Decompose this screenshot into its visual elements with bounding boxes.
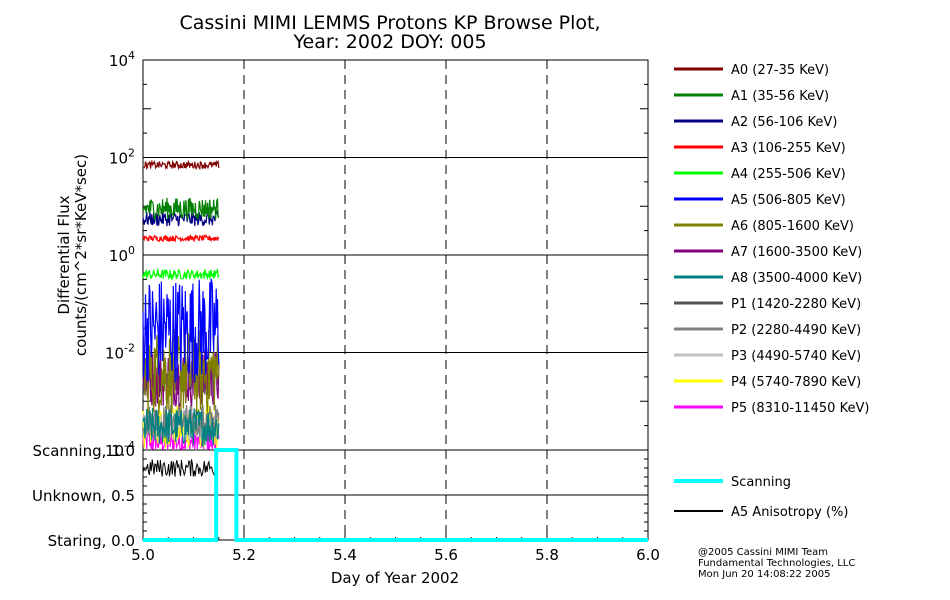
x-tick-label: 6.0 xyxy=(636,546,660,564)
flux-series-line xyxy=(142,234,220,243)
x-tick-label: 5.6 xyxy=(434,546,458,564)
legend-label: A2 (56-106 KeV) xyxy=(731,115,837,130)
x-tick-label: 5.4 xyxy=(333,546,357,564)
mode-series-group xyxy=(142,448,648,542)
mode-y-tick-label: Staring, 0.0 xyxy=(48,532,135,550)
flux-series-group xyxy=(142,159,220,450)
flux-ylabel-line-2: counts/(cm^2*sr*KeV*sec) xyxy=(72,154,90,356)
x-tick-label: 5.8 xyxy=(535,546,559,564)
y-tick-label: 100 xyxy=(109,244,135,265)
footer-company: Fundamental Technologies, LLC xyxy=(698,558,855,569)
flux-series-line xyxy=(142,159,220,171)
x-axis-label: Day of Year 2002 xyxy=(331,569,459,587)
footer-timestamp: Mon Jun 20 14:08:22 2005 xyxy=(698,569,831,580)
flux-legend: A0 (27-35 KeV) A1 (35-56 KeV) A2 (56-106 K… xyxy=(674,63,869,416)
flux-series-line xyxy=(142,278,220,383)
mode-y-tick-label: Unknown, 0.5 xyxy=(32,487,135,505)
x-tick-label: 5.2 xyxy=(232,546,256,564)
chart-title-line-1: Cassini MIMI LEMMS Protons KP Browse Plo… xyxy=(179,12,600,34)
legend-label: A5 Anisotropy (%) xyxy=(731,505,848,520)
chart-title-line-2: Year: 2002 DOY: 005 xyxy=(292,31,486,53)
flux-series-line xyxy=(142,267,220,281)
x-tick-label: 5.0 xyxy=(131,546,155,564)
mode-legend: Scanning A5 Anisotropy (%) xyxy=(674,475,848,520)
flux-panel-grid xyxy=(143,59,648,451)
legend-label: P4 (5740-7890 KeV) xyxy=(731,375,861,390)
legend-label: P2 (2280-4490 KeV) xyxy=(731,323,861,338)
flux-series-line xyxy=(142,209,219,227)
legend-label: A3 (106-255 KeV) xyxy=(731,141,846,156)
legend-label: A6 (805-1600 KeV) xyxy=(731,219,854,234)
legend-label: Scanning xyxy=(731,475,791,490)
mode-panel-y-ticks: Scanning, 1.0 Unknown, 0.5 Staring, 0.0 xyxy=(32,442,135,550)
legend-label: P5 (8310-11450 KeV) xyxy=(731,401,869,416)
legend-label: A0 (27-35 KeV) xyxy=(731,63,829,78)
scanning-line xyxy=(143,448,648,542)
flux-series-line xyxy=(142,197,220,221)
y-tick-label: 104 xyxy=(109,49,135,70)
legend-label: A4 (255-506 KeV) xyxy=(731,167,846,182)
legend-label: A8 (3500-4000 KeV) xyxy=(731,271,862,286)
legend-label: A1 (35-56 KeV) xyxy=(731,89,829,104)
y-tick-label: 102 xyxy=(109,147,135,168)
legend-label: A7 (1600-3500 KeV) xyxy=(731,245,862,260)
footer-copyright: @2005 Cassini MIMI Team xyxy=(698,547,828,558)
legend-label: A5 (506-805 KeV) xyxy=(731,193,846,208)
legend-label: P3 (4490-5740 KeV) xyxy=(731,349,861,364)
mode-y-tick-label: Scanning, 1.0 xyxy=(32,442,135,460)
mode-panel-grid xyxy=(142,449,649,541)
y-tick-label: 10-2 xyxy=(105,342,135,363)
x-axis-ticks: 5.0 5.2 5.4 5.6 5.8 6.0 xyxy=(131,546,660,564)
legend-label: P1 (1420-2280 KeV) xyxy=(731,297,861,312)
flux-ylabel-line-1: Differential Flux xyxy=(55,195,73,314)
anisotropy-line xyxy=(142,459,217,478)
